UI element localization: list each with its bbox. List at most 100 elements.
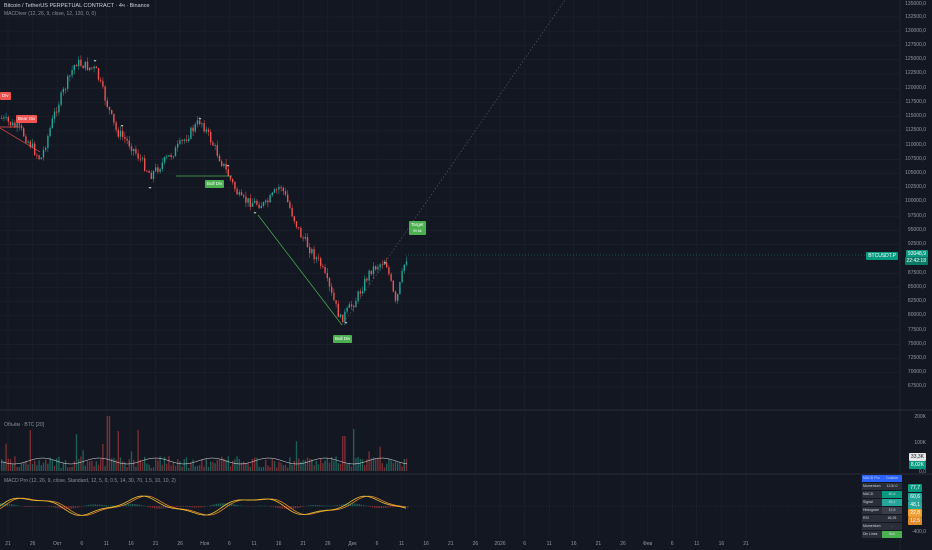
macd-histogram-bar (68, 506, 70, 509)
info-row-label: Momentum (862, 483, 882, 490)
info-row-value: 48,1 (882, 499, 902, 506)
info-header-2: Custom (882, 475, 902, 482)
macd-histogram-bar (103, 504, 105, 507)
candle-body (383, 262, 386, 265)
macd-title[interactable]: MACD Pro (12, 26, 9, close, Standard, 12… (4, 478, 176, 484)
volume-bar (115, 459, 117, 471)
candle-body (23, 128, 25, 137)
candle-body (249, 198, 251, 207)
volume-bar (111, 458, 113, 471)
macd-histogram-bar (63, 506, 66, 509)
candle-body (73, 65, 75, 71)
candle-body (137, 153, 139, 159)
macd-histogram-bar (360, 504, 363, 507)
volume-bar (93, 466, 95, 471)
volume-bar (86, 461, 89, 471)
macd-histogram-bar (13, 504, 15, 507)
time-axis-label: 16 (275, 541, 282, 547)
candle-body (375, 266, 377, 270)
candle-body (179, 140, 181, 144)
volume-bar (399, 462, 401, 471)
candle-body (188, 138, 190, 141)
macd-histogram-bar (156, 506, 158, 509)
macd-tag-3: 48,1 (908, 501, 922, 509)
volume-bar (188, 467, 190, 471)
candle-body (225, 163, 227, 170)
candle-body (313, 249, 315, 260)
candle-body (185, 139, 188, 141)
macd-histogram-bar (281, 506, 283, 509)
macd-histogram-bar (343, 504, 345, 507)
macd-histogram-bar (217, 503, 220, 507)
candle-body (60, 92, 62, 105)
target-projection-line (341, 0, 566, 326)
volume-bar (377, 457, 379, 471)
macd-histogram-bar (50, 506, 52, 508)
info-row-label: MACD (862, 491, 882, 498)
macd-histogram-bar (118, 504, 121, 507)
macd-histogram-bar (345, 503, 347, 507)
volume-bar (276, 467, 278, 471)
candle-body (229, 176, 232, 180)
macd-histogram-bar (330, 505, 332, 507)
time-axis-label: 26 (620, 541, 626, 547)
candle-body (403, 264, 405, 271)
volume-bar (324, 460, 326, 471)
macd-histogram-bar (213, 504, 215, 507)
countdown-tag: 22:42:18 (904, 257, 928, 265)
macd-histogram-bar (169, 506, 171, 508)
time-axis-label: 21 (448, 541, 454, 547)
candle-body (113, 113, 115, 123)
macd-histogram-bar (314, 504, 316, 507)
candle-body (152, 171, 155, 179)
price-axis-label: 85000,0 (907, 283, 926, 290)
volume-bar (309, 458, 311, 471)
candle-body (183, 139, 185, 141)
macd-histogram-bar (105, 505, 107, 507)
volume-bar (388, 459, 390, 471)
volume-title[interactable]: Объём · BTC [20] (4, 422, 45, 428)
volume-bar (69, 467, 71, 471)
signal-marker-icon (344, 322, 348, 324)
candle-body (346, 307, 348, 312)
volume-bar (183, 459, 185, 471)
volume-bar (238, 458, 240, 471)
volume-bar (62, 462, 64, 471)
candle-body (311, 249, 313, 254)
macd-histogram-bar (332, 505, 334, 507)
volume-bar (152, 467, 155, 471)
volume-bar (91, 460, 93, 471)
candle-body (324, 266, 326, 274)
volume-bar (104, 466, 106, 471)
candle-body (36, 154, 38, 156)
volume-bar (326, 458, 328, 471)
time-axis-label: 16 (571, 541, 577, 547)
volume-bar (339, 463, 342, 471)
volume-bar (60, 467, 62, 471)
volume-bar (328, 462, 331, 471)
candle-body (251, 203, 254, 207)
candle-body (64, 88, 67, 90)
macd-histogram-bar (24, 506, 26, 507)
candle-body (254, 200, 256, 204)
volume-bar (370, 458, 372, 471)
candle-body (181, 140, 183, 142)
candle-body (93, 66, 95, 69)
symbol-title[interactable]: Bitcoin / TetherUS PERPETUAL CONTRACT · … (4, 3, 150, 9)
indicator-legend[interactable]: MACDiver (12, 26, 9, close, 12, 120, 0, … (4, 11, 96, 17)
signal-marker-icon (198, 118, 202, 120)
macd-axis-label: -400,0 (911, 529, 926, 535)
volume-bar (31, 463, 34, 471)
time-axis-label: 16 (718, 541, 725, 547)
macd-histogram-bar (310, 505, 312, 507)
volume-bar (9, 459, 12, 471)
macd-histogram-bar (72, 506, 74, 509)
volume-bar (218, 459, 221, 471)
volume-bar (357, 456, 359, 471)
candle-body (372, 266, 375, 275)
macd-histogram-bar (132, 503, 134, 507)
macd-info-table: MACD Pro Custom Momentum 12,5/-0 MACD 60,6 S… (862, 475, 902, 539)
volume-bar (75, 434, 78, 471)
candle-body (300, 227, 302, 238)
